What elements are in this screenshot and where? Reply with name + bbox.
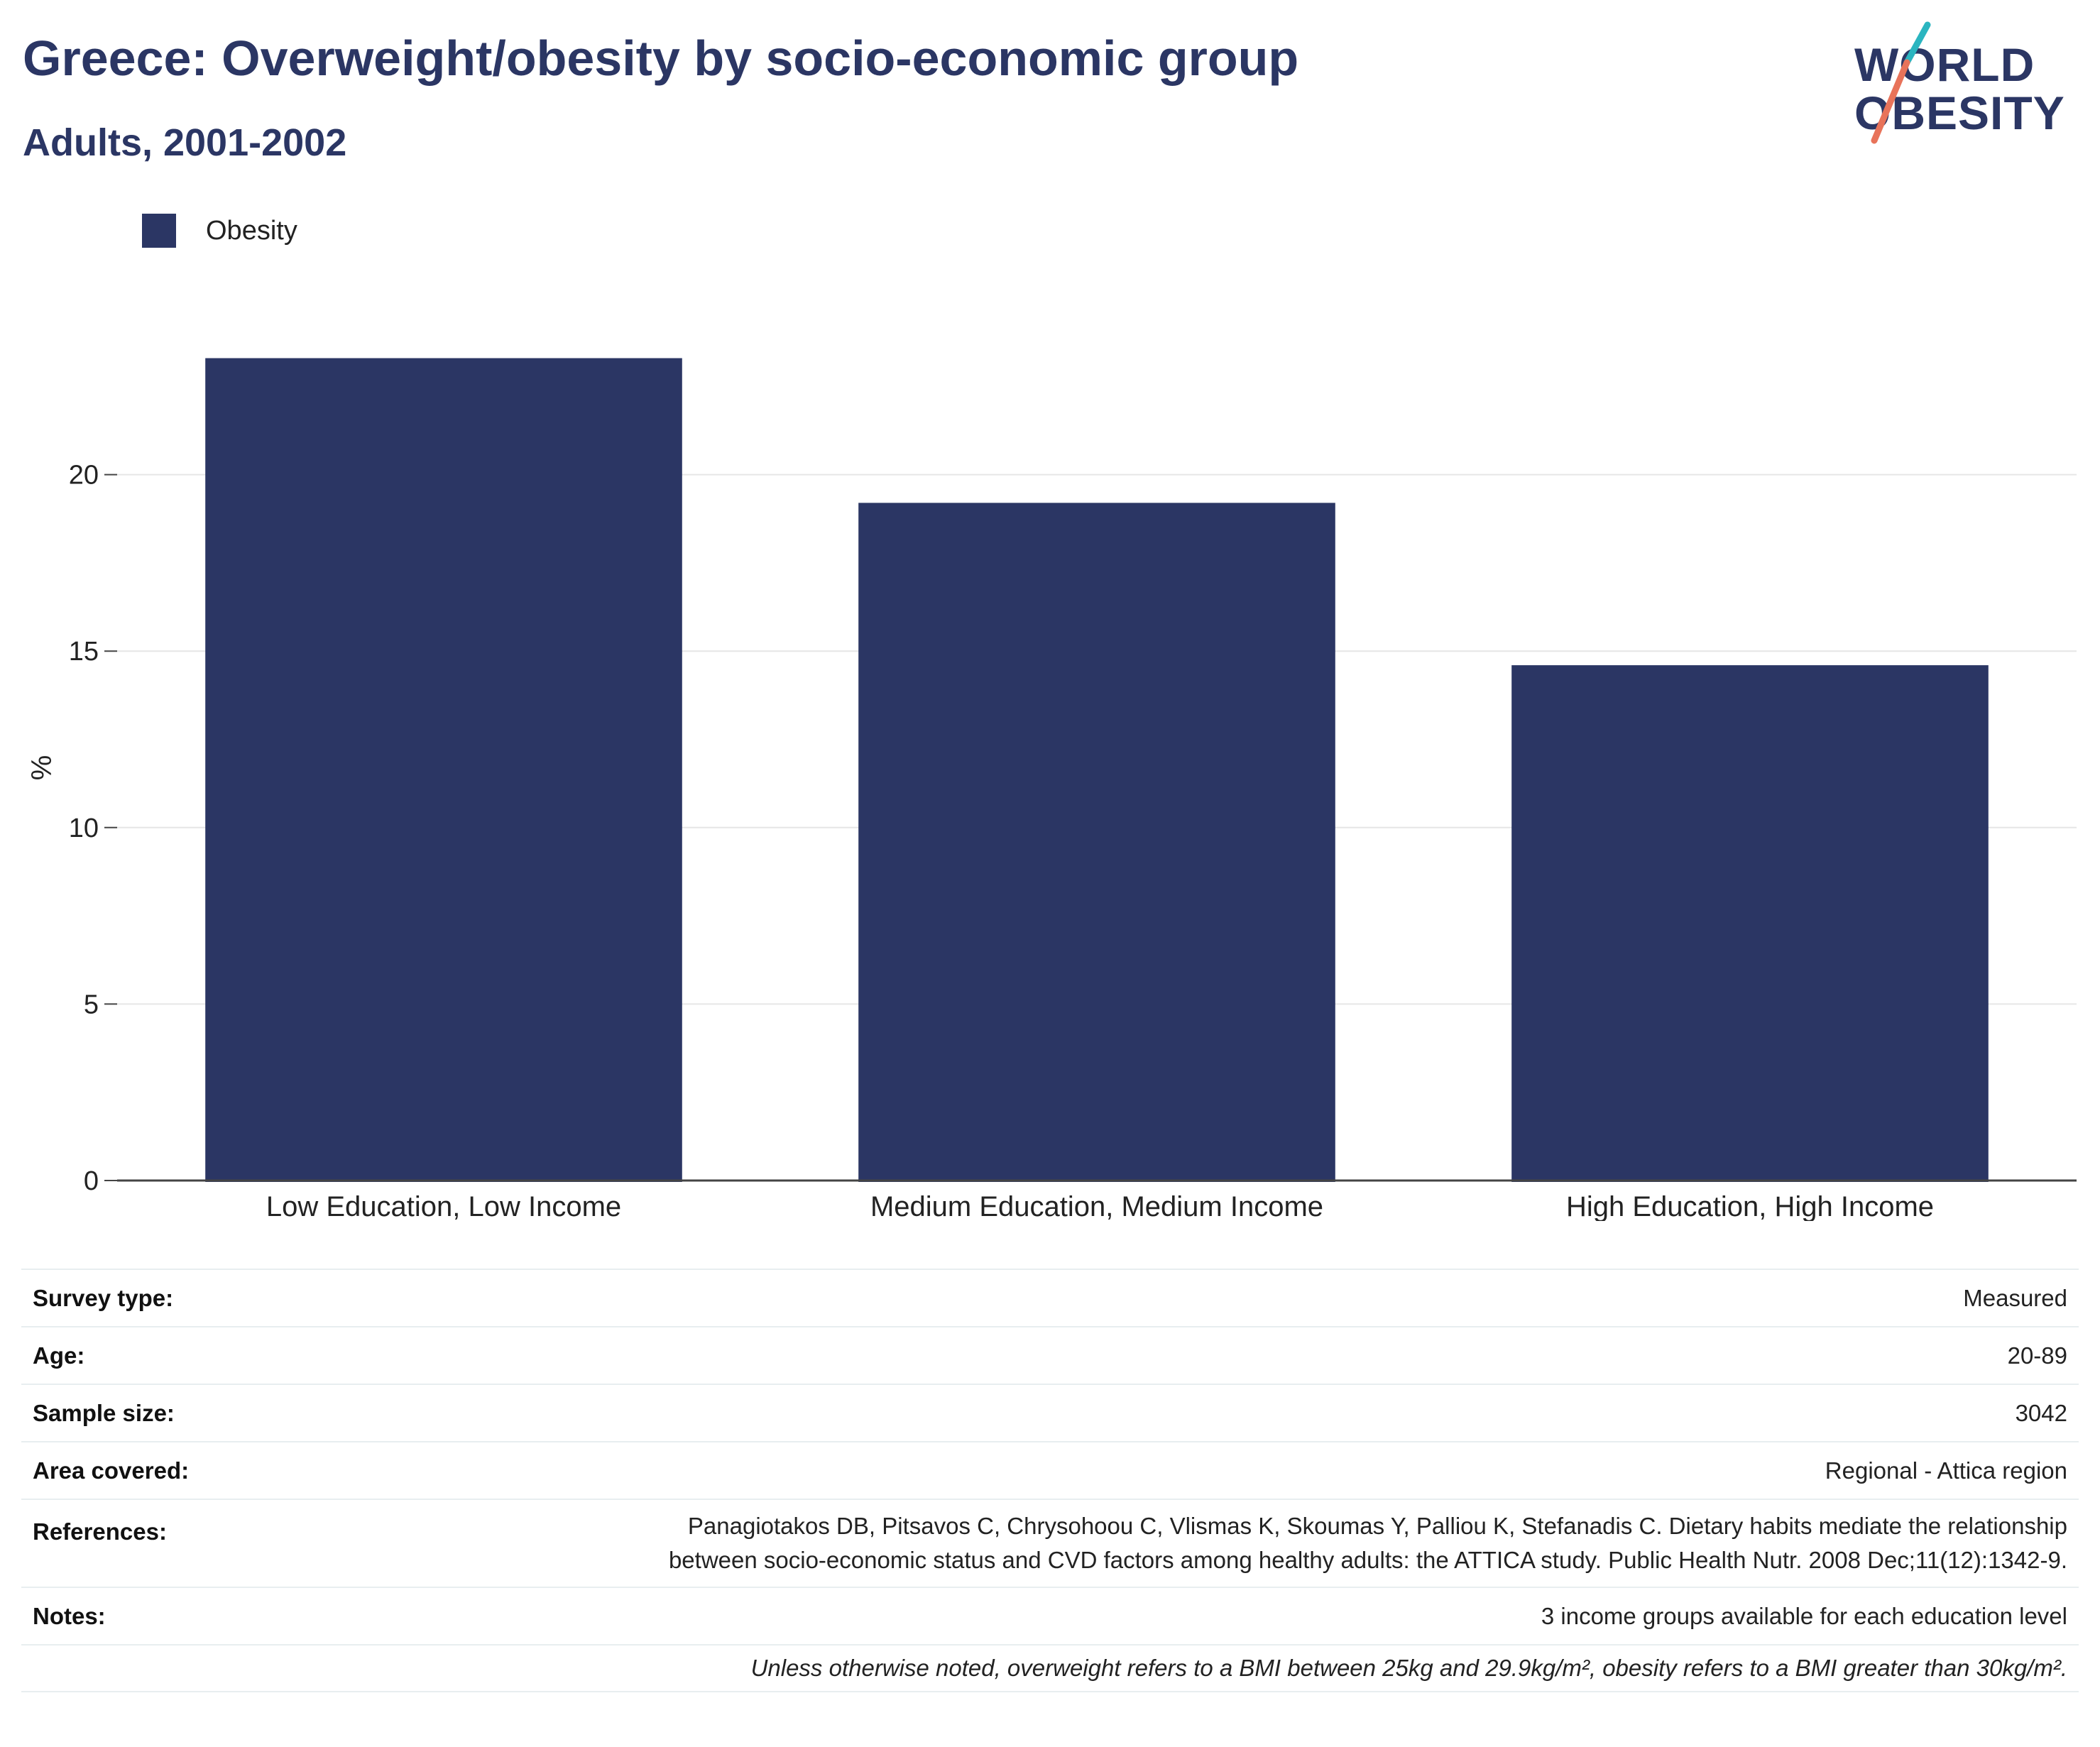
legend-label-obesity: Obesity bbox=[206, 215, 297, 246]
reference-line-1: Panagiotakos DB, Pitsavos C, Chrysohoou … bbox=[687, 1513, 2067, 1540]
bar-chart: 0 5 10 15 20% Low Education, Low Income Medium… bbox=[26, 358, 2077, 1221]
chart-subtitle: Adults, 2001-2002 bbox=[23, 121, 347, 164]
x-tick-label: Medium Education, Medium Income bbox=[870, 1191, 1323, 1221]
bar-obesity bbox=[858, 503, 1335, 1182]
y-tick-label: 5 bbox=[84, 990, 99, 1019]
metadata-table: Survey type: Measured Age: 20-89 Sample … bbox=[21, 1269, 2079, 1692]
x-tick-label: High Education, High Income bbox=[1566, 1191, 1934, 1221]
world-obesity-logo: WORLD OBESITY bbox=[1846, 21, 2087, 149]
logo-text-line1: WORLD bbox=[1854, 38, 2035, 91]
meta-label: Notes: bbox=[33, 1602, 106, 1629]
meta-value: Panagiotakos DB, Pitsavos C, Chrysohoou … bbox=[669, 1509, 2067, 1577]
meta-row-survey-type: Survey type: Measured bbox=[21, 1270, 2079, 1327]
meta-value: Regional - Attica region bbox=[1825, 1457, 2067, 1484]
y-tick-label: 20 bbox=[69, 461, 99, 491]
meta-label: Survey type: bbox=[33, 1284, 174, 1311]
meta-value: 20-89 bbox=[2007, 1342, 2067, 1369]
chart-title: Greece: Overweight/obesity by socio-econ… bbox=[23, 31, 1299, 86]
y-axis-label: % bbox=[26, 755, 58, 781]
meta-row-area-covered: Area covered: Regional - Attica region bbox=[21, 1442, 2079, 1500]
y-tick-label: 10 bbox=[69, 814, 99, 843]
meta-row-notes: Notes: 3 income groups available for eac… bbox=[21, 1588, 2079, 1645]
meta-value: 3 income groups available for each educa… bbox=[1541, 1602, 2067, 1629]
meta-label: Sample size: bbox=[33, 1399, 175, 1426]
x-tick-label: Low Education, Low Income bbox=[266, 1191, 621, 1221]
logo-slash-icon bbox=[1871, 21, 1931, 144]
meta-label: References: bbox=[33, 1518, 167, 1545]
meta-label: Area covered: bbox=[33, 1457, 190, 1484]
meta-row-age: Age: 20-89 bbox=[21, 1327, 2079, 1385]
bmi-footnote: Unless otherwise noted, overweight refer… bbox=[750, 1655, 2067, 1681]
meta-value: 3042 bbox=[2015, 1399, 2067, 1426]
meta-label: Age: bbox=[33, 1342, 85, 1369]
reference-line-2: between socio-economic status and CVD fa… bbox=[668, 1547, 2067, 1573]
chart-legend: Obesity bbox=[142, 213, 297, 248]
meta-value: Measured bbox=[1963, 1284, 2067, 1311]
y-tick-label: 15 bbox=[69, 637, 99, 667]
bar-obesity bbox=[1511, 665, 1989, 1182]
meta-row-footnote: Unless otherwise noted, overweight refer… bbox=[21, 1645, 2079, 1692]
legend-swatch-obesity bbox=[142, 214, 176, 248]
meta-row-references: References: Panagiotakos DB, Pitsavos C,… bbox=[21, 1500, 2079, 1588]
y-tick-label: 0 bbox=[84, 1166, 99, 1196]
meta-row-sample-size: Sample size: 3042 bbox=[21, 1385, 2079, 1442]
bar-obesity bbox=[205, 358, 682, 1183]
